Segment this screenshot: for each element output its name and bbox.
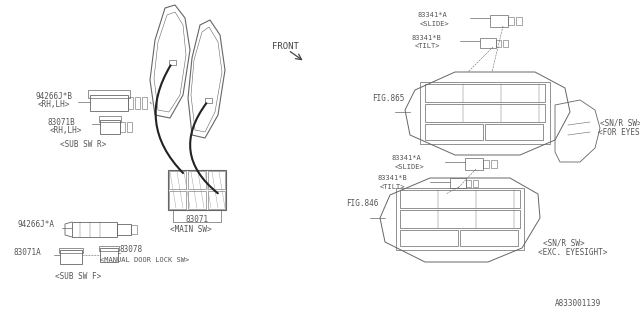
Bar [169,60,176,65]
Text: <RH,LH>: <RH,LH> [38,100,70,109]
Bar [496,40,501,47]
Text: 83341*B: 83341*B [378,175,408,181]
Bar [205,98,212,103]
Bar [99,116,121,122]
Bar [168,170,226,210]
Bar [127,122,132,132]
Bar [485,124,543,140]
Text: A833001139: A833001139 [555,299,601,308]
Bar [99,246,119,251]
Bar [491,160,497,168]
Text: 83071: 83071 [185,215,208,224]
Text: <SLIDE>: <SLIDE> [395,164,425,170]
Text: <SN/R SW>: <SN/R SW> [543,238,584,247]
Bar [460,230,518,246]
Text: <SLIDE>: <SLIDE> [420,21,450,27]
Bar [131,225,137,234]
Bar [207,191,225,209]
Text: 83071A: 83071A [13,248,41,257]
Text: 94266J*A: 94266J*A [18,220,55,229]
Bar [503,40,508,47]
Bar [117,224,131,235]
Bar [173,210,221,222]
Text: <TILT>: <TILT> [380,184,406,190]
Bar [169,171,186,189]
Bar [400,210,520,228]
Bar [60,250,82,264]
Bar [508,17,514,25]
Bar [135,97,140,109]
Bar [88,90,130,98]
Bar [188,191,205,209]
Bar [400,230,458,246]
Bar [465,158,483,170]
Text: <FOR EYESIGHT>: <FOR EYESIGHT> [598,128,640,137]
Text: 83341*A: 83341*A [392,155,422,161]
Bar [100,120,120,134]
Text: FIG.846: FIG.846 [346,199,378,208]
Bar [483,160,489,168]
Bar [120,122,125,132]
Bar [396,188,524,250]
Text: 83078: 83078 [120,245,143,254]
Bar [425,84,545,102]
Bar [450,178,466,188]
Bar [516,17,522,25]
Bar [425,124,483,140]
Text: <SN/R SW>: <SN/R SW> [600,118,640,127]
Text: 94266J*B: 94266J*B [35,92,72,101]
Bar [142,97,147,109]
Text: <RH,LH>: <RH,LH> [50,126,83,135]
Bar [128,97,133,109]
Bar [490,15,508,27]
Text: FIG.865: FIG.865 [372,94,404,103]
Text: 83341*B: 83341*B [412,35,442,41]
Text: <MANUAL DOOR LOCK SW>: <MANUAL DOOR LOCK SW> [100,257,189,263]
Bar [420,82,550,144]
Text: 83071B: 83071B [48,118,76,127]
Bar [188,171,205,189]
Bar [169,191,186,209]
Text: <MAIN SW>: <MAIN SW> [170,225,212,234]
Bar [90,95,128,111]
Bar [480,38,496,48]
Bar [72,222,117,237]
Bar [59,248,83,253]
Bar [425,104,545,122]
Text: <SUB SW F>: <SUB SW F> [55,272,101,281]
Text: FRONT: FRONT [272,42,299,51]
Text: 83341*A: 83341*A [418,12,448,18]
Bar [100,248,118,262]
Text: <EXC. EYESIGHT>: <EXC. EYESIGHT> [538,248,607,257]
Bar [400,190,520,208]
Bar [207,171,225,189]
Text: <TILT>: <TILT> [415,43,440,49]
Text: <SUB SW R>: <SUB SW R> [60,140,106,149]
Bar [473,180,478,187]
Bar [466,180,471,187]
